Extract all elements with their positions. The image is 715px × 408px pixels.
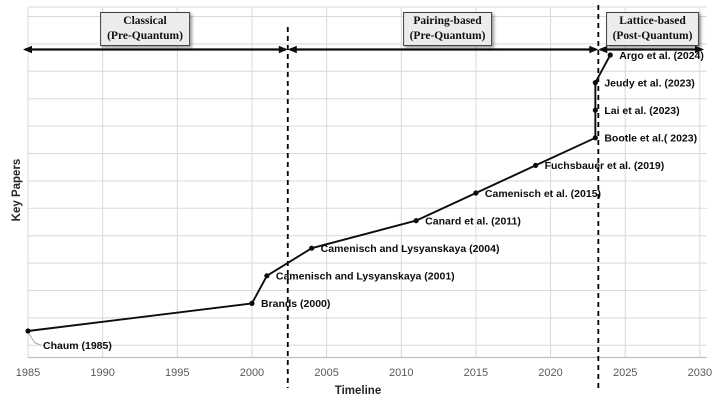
arrowhead-right-icon — [695, 45, 704, 54]
era-box-title: Lattice-based — [619, 15, 686, 27]
x-tick-label: 2030 — [688, 367, 712, 379]
data-point-label: Lai et al. (2023) — [604, 105, 679, 117]
x-tick-label: 2005 — [314, 367, 338, 379]
data-point-label: Camenisch and Lysyanskaya (2004) — [321, 243, 500, 255]
data-point — [592, 107, 598, 113]
era-box-subtitle: (Pre-Quantum) — [409, 30, 486, 43]
data-point-label: Argo et al. (2024) — [619, 50, 704, 62]
data-point — [607, 52, 613, 58]
data-point — [592, 135, 598, 141]
data-point — [309, 245, 315, 251]
data-point — [249, 300, 255, 306]
arrowhead-left-icon — [598, 45, 608, 54]
x-tick-label: 2010 — [389, 367, 413, 379]
arrowhead-left-icon — [287, 45, 297, 54]
data-point — [473, 190, 479, 196]
data-point-label: Chaum (1985) — [43, 340, 112, 352]
x-tick-label: 2020 — [538, 367, 562, 379]
data-point-label: Brands (2000) — [261, 298, 330, 310]
data-point-label: Bootle et al.( 2023) — [604, 133, 697, 145]
arrowhead-right-icon — [278, 45, 288, 54]
arrowhead-left-icon — [23, 45, 32, 54]
data-point — [592, 80, 598, 86]
x-tick-label: 2025 — [613, 367, 637, 379]
data-point-label: Canard et al. (2011) — [425, 215, 521, 227]
data-point-label: Camenisch and Lysyanskaya (2001) — [276, 271, 455, 283]
data-point — [264, 273, 270, 279]
data-point-label: Jeudy et al. (2023) — [604, 77, 694, 89]
data-point-label: Fuchsbauer et al. (2019) — [545, 160, 665, 172]
x-tick-label: 1990 — [90, 367, 114, 379]
era-box-lattice-based: Lattice-based (Post-Quantum) — [605, 12, 700, 47]
arrowhead-right-icon — [589, 45, 599, 54]
label-leader-line — [28, 333, 42, 346]
era-box-subtitle: (Pre-Quantum) — [107, 30, 183, 43]
y-axis-title: Key Papers — [11, 158, 23, 222]
x-tick-label: 2015 — [464, 367, 488, 379]
era-box-subtitle: (Post-Quantum) — [612, 30, 693, 43]
data-point — [413, 218, 419, 224]
era-box-title: Pairing-based — [413, 15, 482, 27]
era-box-classical: Classical (Pre-Quantum) — [100, 12, 190, 47]
data-point — [25, 328, 31, 334]
x-tick-label: 1995 — [165, 367, 189, 379]
x-axis-title: Timeline — [334, 385, 382, 397]
x-tick-label: 1985 — [16, 367, 40, 379]
era-box-pairing-based: Pairing-based (Pre-Quantum) — [402, 12, 493, 47]
data-point-label: Camenisch et al. (2015) — [485, 188, 601, 200]
era-box-title: Classical — [123, 15, 167, 27]
x-tick-label: 2000 — [240, 367, 264, 379]
data-point — [533, 162, 539, 168]
